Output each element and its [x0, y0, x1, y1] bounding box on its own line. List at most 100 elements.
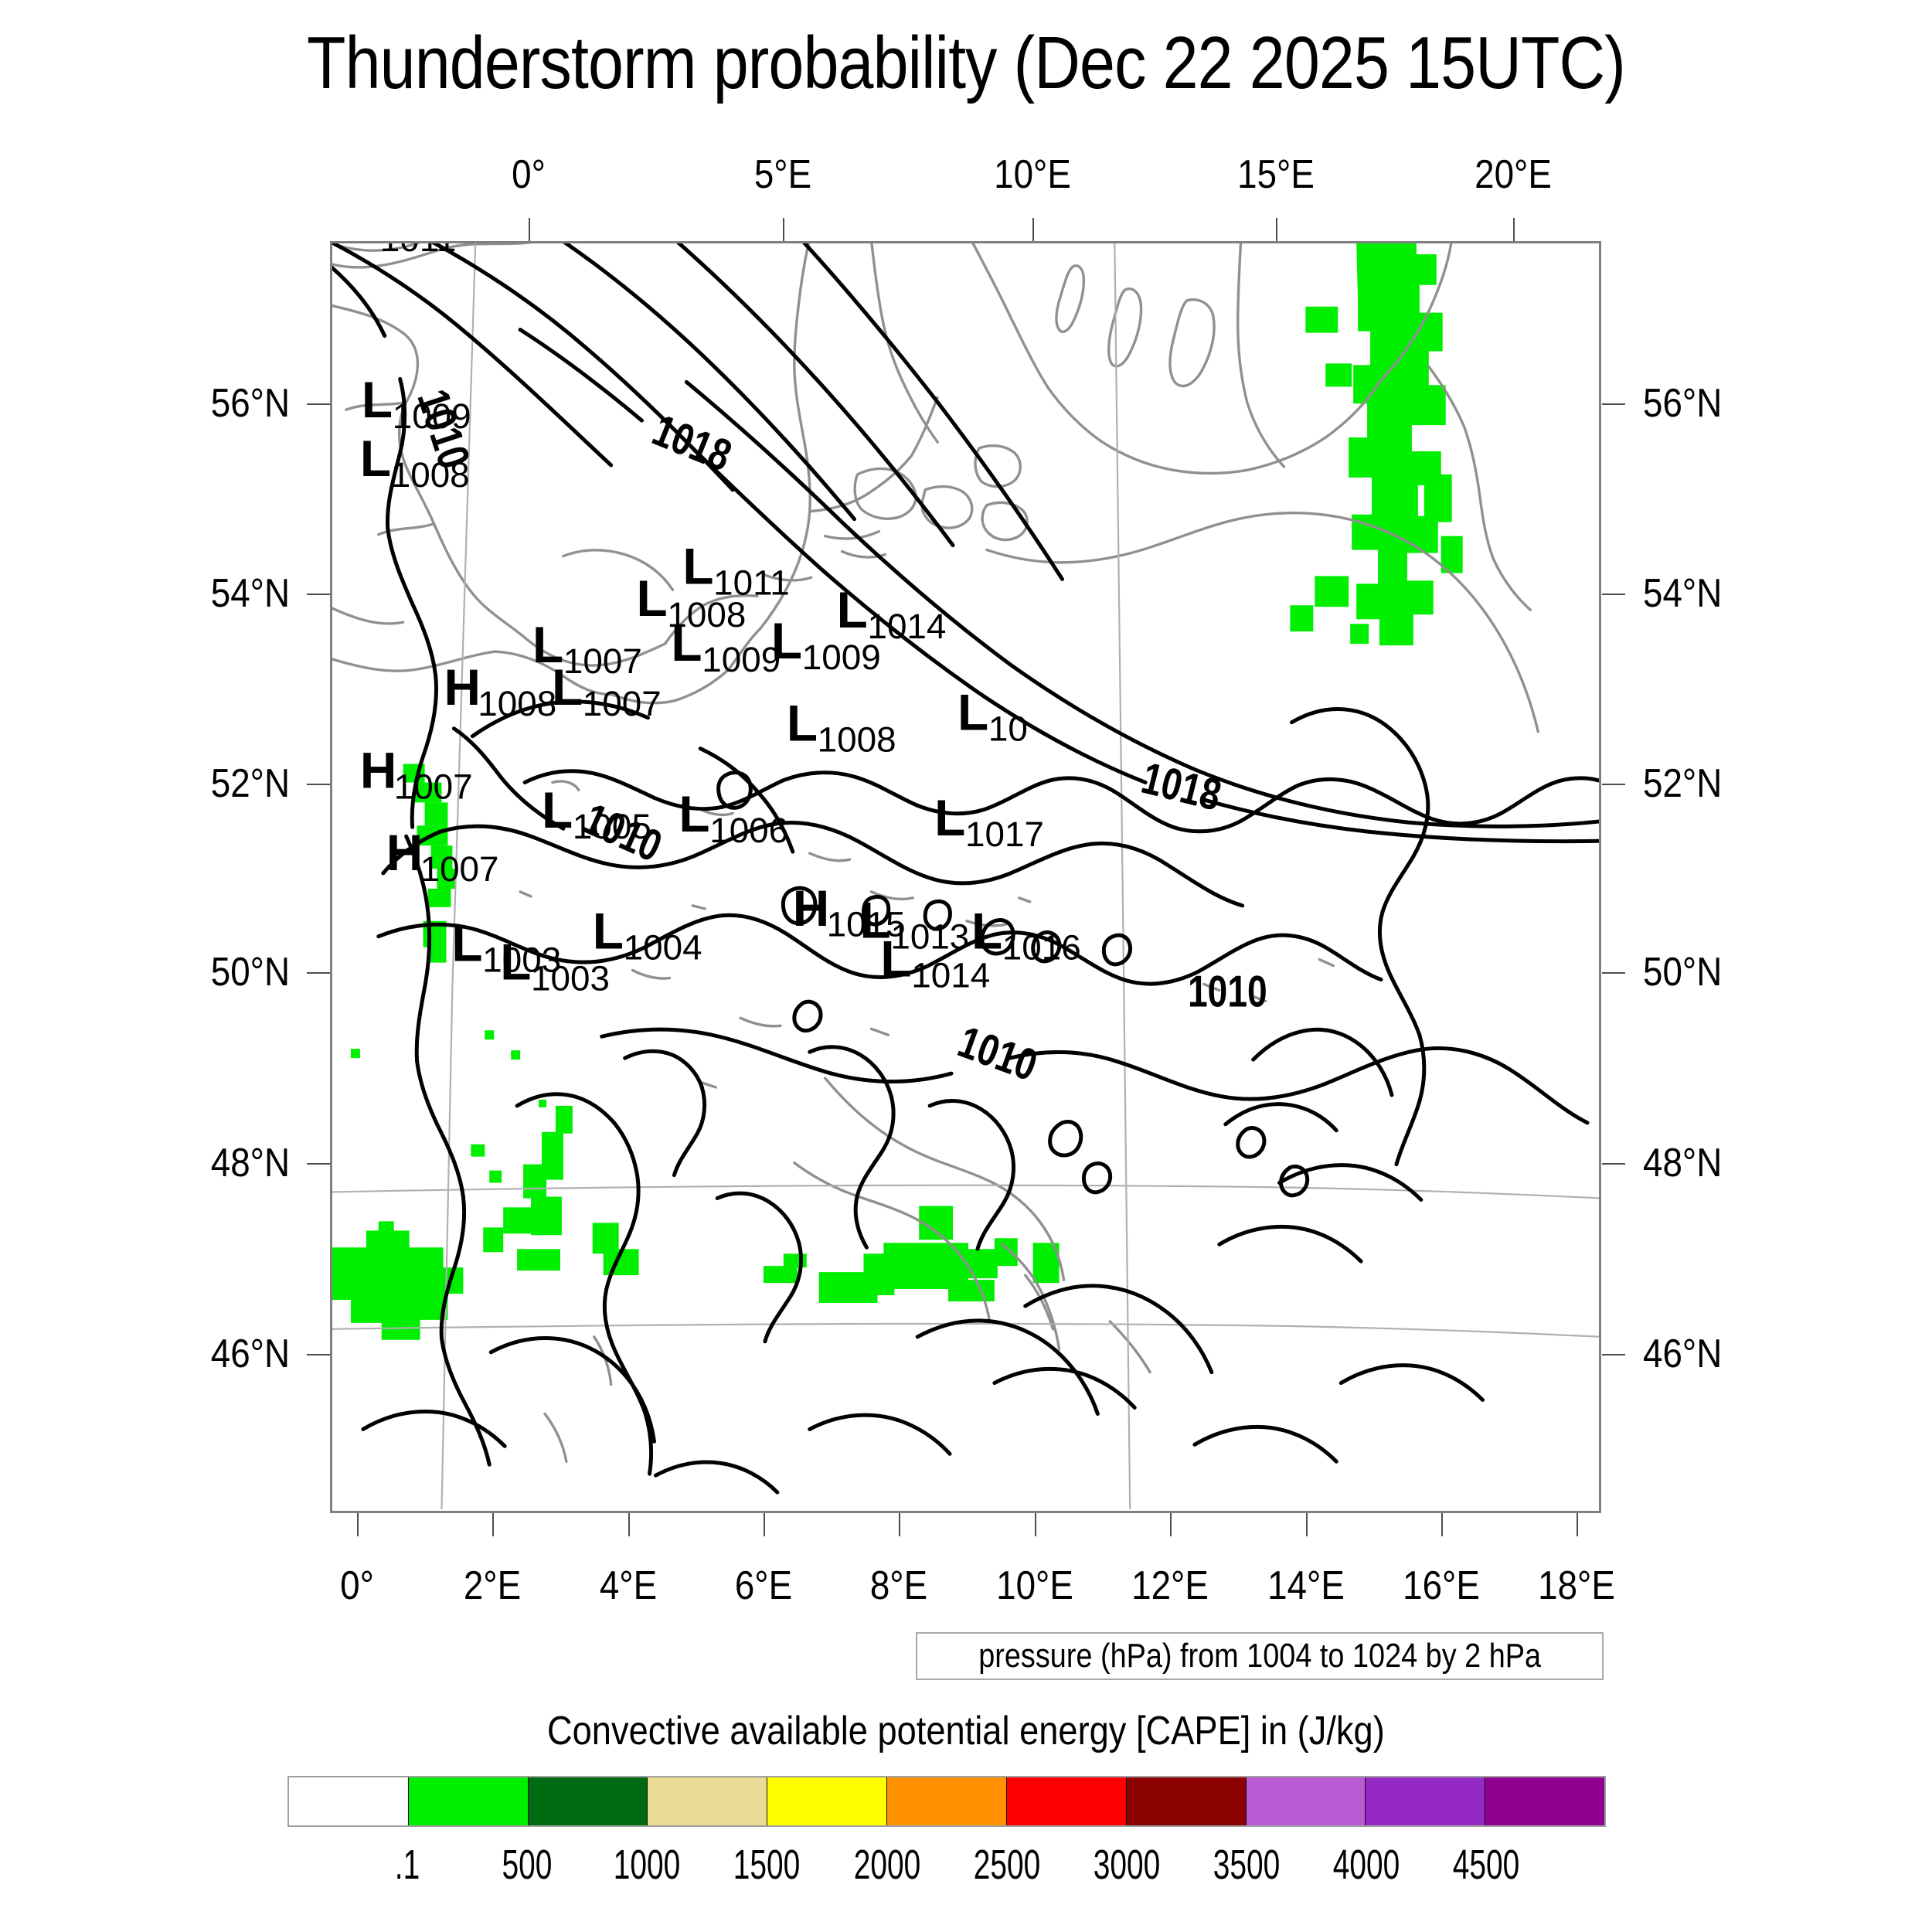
pressure-marker-L: L — [787, 695, 818, 752]
axis-label-lat-left: 50°N — [210, 950, 290, 995]
colorbar-tick: 2000 — [853, 1842, 920, 1888]
colorbar-segment-7[interactable] — [1125, 1777, 1246, 1825]
axis-label-lon-bottom: 16°E — [1403, 1563, 1480, 1608]
tick-left — [307, 594, 330, 595]
contour-label: 1010 — [1188, 968, 1267, 1017]
pressure-value: 1008 — [478, 684, 556, 723]
tick-left — [307, 1163, 330, 1165]
contour-label: 1010 — [952, 1017, 1044, 1090]
axis-label-lat-left: 54°N — [210, 571, 290, 616]
tick-bottom — [1170, 1513, 1172, 1536]
page-title: Thunderstorm probability (Dec 22 2025 15… — [307, 22, 1626, 104]
pressure-value: 1007 — [563, 641, 642, 681]
colorbar-segment-2[interactable] — [527, 1777, 648, 1825]
pressure-value: 1008 — [391, 455, 470, 495]
pressure-value: 1007 — [394, 767, 473, 806]
colorbar-segment-0[interactable] — [289, 1777, 408, 1825]
tick-right — [1602, 1163, 1625, 1165]
pressure-legend-box: pressure (hPa) from 1004 to 1024 by 2 hP… — [916, 1632, 1604, 1680]
tick-left — [307, 784, 330, 785]
contour-label: 1018 — [646, 406, 738, 481]
axis-label-lat-right: 52°N — [1643, 761, 1723, 806]
colorbar-segment-6[interactable] — [1005, 1777, 1126, 1825]
cape-colorbar[interactable] — [287, 1776, 1606, 1827]
pressure-value: 1017 — [965, 815, 1044, 854]
pressure-value: 1016 — [1002, 928, 1081, 968]
colorbar-segment-5[interactable] — [886, 1777, 1006, 1825]
tick-bottom — [899, 1513, 900, 1536]
pressure-label-layer: L L L H H L L L L L L L H L L H L L L H — [349, 243, 1081, 998]
tick-bottom — [764, 1513, 765, 1536]
colorbar-tick: 3500 — [1213, 1842, 1280, 1888]
pressure-value: 1009 — [393, 396, 471, 436]
pressure-value: 1013 — [890, 917, 969, 957]
pressure-value: 1008 — [667, 595, 746, 634]
axis-label-lon-bottom: 0° — [340, 1563, 374, 1608]
tick-top — [1032, 218, 1034, 241]
pressure-marker-L: L — [349, 243, 380, 251]
cape-shading-layer — [332, 243, 1463, 1340]
tick-bottom — [1441, 1513, 1443, 1536]
graticule-layer — [332, 243, 1599, 1510]
pressure-value: 1003 — [531, 958, 610, 998]
pressure-marker-L: L — [771, 612, 802, 669]
axis-label-lat-right: 54°N — [1643, 571, 1723, 616]
colorbar-tick: 4000 — [1332, 1842, 1400, 1888]
axis-label-lon-bottom: 10°E — [996, 1563, 1073, 1608]
colorbar-tick: 4500 — [1452, 1842, 1520, 1888]
pressure-value: 1007 — [583, 684, 662, 723]
pressure-marker-L: L — [682, 537, 713, 594]
colorbar-segment-4[interactable] — [767, 1777, 887, 1825]
axis-label-lon-bottom: 6°E — [734, 1563, 793, 1608]
map-plot-area[interactable]: 1010 1018 1018 1010 1010 1010 L L L H H … — [330, 241, 1601, 1513]
tick-bottom — [628, 1513, 630, 1536]
pressure-marker-L: L — [679, 785, 709, 842]
contour-label: 1018 — [1137, 753, 1226, 821]
tick-right — [1602, 594, 1625, 595]
axis-label-lat-left: 46°N — [210, 1332, 290, 1376]
tick-right — [1602, 784, 1625, 785]
pressure-marker-H: H — [444, 658, 480, 716]
axis-label-lat-right: 46°N — [1643, 1332, 1723, 1376]
pressure-marker-L: L — [671, 614, 702, 672]
tick-bottom — [1035, 1513, 1036, 1536]
tick-bottom — [1306, 1513, 1308, 1536]
pressure-marker-L: L — [637, 570, 668, 627]
colorbar-segment-10[interactable] — [1485, 1777, 1604, 1825]
axis-label-lat-left: 48°N — [210, 1141, 290, 1185]
axis-label-lon-top: 15°E — [1237, 152, 1315, 197]
colorbar-segment-3[interactable] — [647, 1777, 767, 1825]
pressure-marker-L: L — [360, 430, 391, 487]
colorbar-tick: 500 — [502, 1842, 553, 1888]
pressure-legend-text: pressure (hPa) from 1004 to 1024 by 2 hP… — [978, 1637, 1541, 1675]
tick-right — [1602, 1354, 1625, 1355]
pressure-marker-L: L — [593, 903, 624, 960]
tick-right — [1602, 972, 1625, 974]
pressure-value: 1007 — [420, 849, 499, 889]
pressure-marker-H: H — [793, 879, 829, 937]
pressure-value: 1005 — [573, 807, 651, 846]
tick-bottom — [492, 1513, 494, 1536]
pressure-value: 1011 — [380, 243, 457, 259]
axis-label-lon-bottom: 4°E — [599, 1563, 658, 1608]
axis-label-lon-bottom: 8°E — [869, 1563, 928, 1608]
pressure-value: 1014 — [911, 955, 990, 995]
pressure-value: 1009 — [802, 638, 881, 677]
colorbar-segment-9[interactable] — [1365, 1777, 1485, 1825]
pressure-marker-L: L — [971, 903, 1002, 960]
tick-left — [307, 403, 330, 405]
tick-right — [1602, 403, 1625, 405]
axis-label-lat-right: 56°N — [1643, 381, 1723, 426]
pressure-marker-L: L — [532, 616, 563, 673]
axis-label-lat-left: 56°N — [210, 381, 290, 426]
axis-label-lon-bottom: 12°E — [1131, 1563, 1209, 1608]
axis-label-lon-top: 0° — [512, 152, 546, 197]
tick-left — [307, 1354, 330, 1355]
colorbar-tick: 3000 — [1093, 1842, 1160, 1888]
colorbar-segment-8[interactable] — [1245, 1777, 1366, 1825]
colorbar-tick-labels: .1 500 1000 1500 2000 2500 3000 3500 400… — [287, 1842, 1606, 1896]
colorbar-segment-1[interactable] — [407, 1777, 528, 1825]
tick-left — [307, 972, 330, 974]
pressure-value: 1004 — [624, 928, 702, 968]
map-canvas: 1010 1018 1018 1010 1010 1010 L L L H H … — [332, 243, 1599, 1510]
